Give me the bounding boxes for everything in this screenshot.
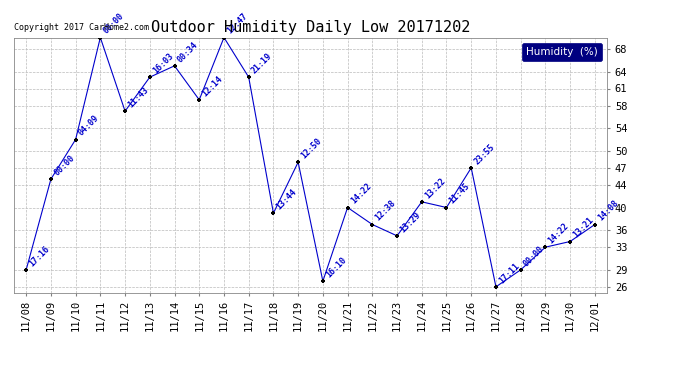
Text: 17:16: 17:16 [28, 244, 52, 268]
Point [95, 34, 106, 40]
Point [70, 136, 81, 142]
Text: 00:00: 00:00 [101, 12, 126, 36]
Point [144, 74, 155, 80]
Text: 00:00: 00:00 [52, 153, 76, 177]
Point [46, 176, 57, 182]
Point [268, 210, 279, 216]
Point [589, 222, 600, 228]
Text: 13:22: 13:22 [423, 176, 447, 200]
Text: 13:21: 13:21 [571, 216, 595, 240]
Text: 16:03: 16:03 [151, 51, 175, 75]
Point [391, 233, 402, 239]
Text: 12:38: 12:38 [373, 199, 397, 223]
Text: 21:19: 21:19 [250, 51, 274, 75]
Text: 12:50: 12:50 [299, 136, 324, 160]
Text: 14:22: 14:22 [546, 221, 571, 246]
Point [342, 204, 353, 210]
Point [466, 165, 477, 171]
Text: 23:55: 23:55 [473, 142, 497, 166]
Legend: Humidity  (%): Humidity (%) [522, 43, 602, 61]
Text: 11:43: 11:43 [126, 86, 150, 109]
Point [515, 267, 526, 273]
Text: 13:29: 13:29 [398, 210, 422, 234]
Text: 00:00: 00:00 [522, 244, 546, 268]
Point [416, 199, 427, 205]
Point [564, 238, 575, 244]
Point [219, 34, 230, 40]
Text: Copyright 2017 CarHome2.com: Copyright 2017 CarHome2.com [14, 23, 149, 32]
Point [169, 63, 180, 69]
Point [119, 108, 130, 114]
Point [441, 204, 452, 210]
Text: 13:44: 13:44 [275, 188, 299, 211]
Text: 14:08: 14:08 [596, 199, 620, 223]
Point [317, 278, 328, 284]
Point [21, 267, 32, 273]
Text: 16:10: 16:10 [324, 255, 348, 279]
Point [243, 74, 254, 80]
Text: 00:34: 00:34 [176, 40, 200, 64]
Text: 12:14: 12:14 [201, 74, 224, 98]
Text: 04:09: 04:09 [77, 114, 101, 138]
Title: Outdoor Humidity Daily Low 20171202: Outdoor Humidity Daily Low 20171202 [151, 20, 470, 35]
Text: 11:45: 11:45 [448, 182, 472, 206]
Text: 12:47: 12:47 [225, 12, 249, 36]
Point [540, 244, 551, 250]
Point [491, 284, 502, 290]
Text: 17:11: 17:11 [497, 261, 521, 285]
Point [293, 159, 304, 165]
Point [194, 97, 205, 103]
Point [367, 222, 378, 228]
Text: 14:22: 14:22 [349, 182, 373, 206]
